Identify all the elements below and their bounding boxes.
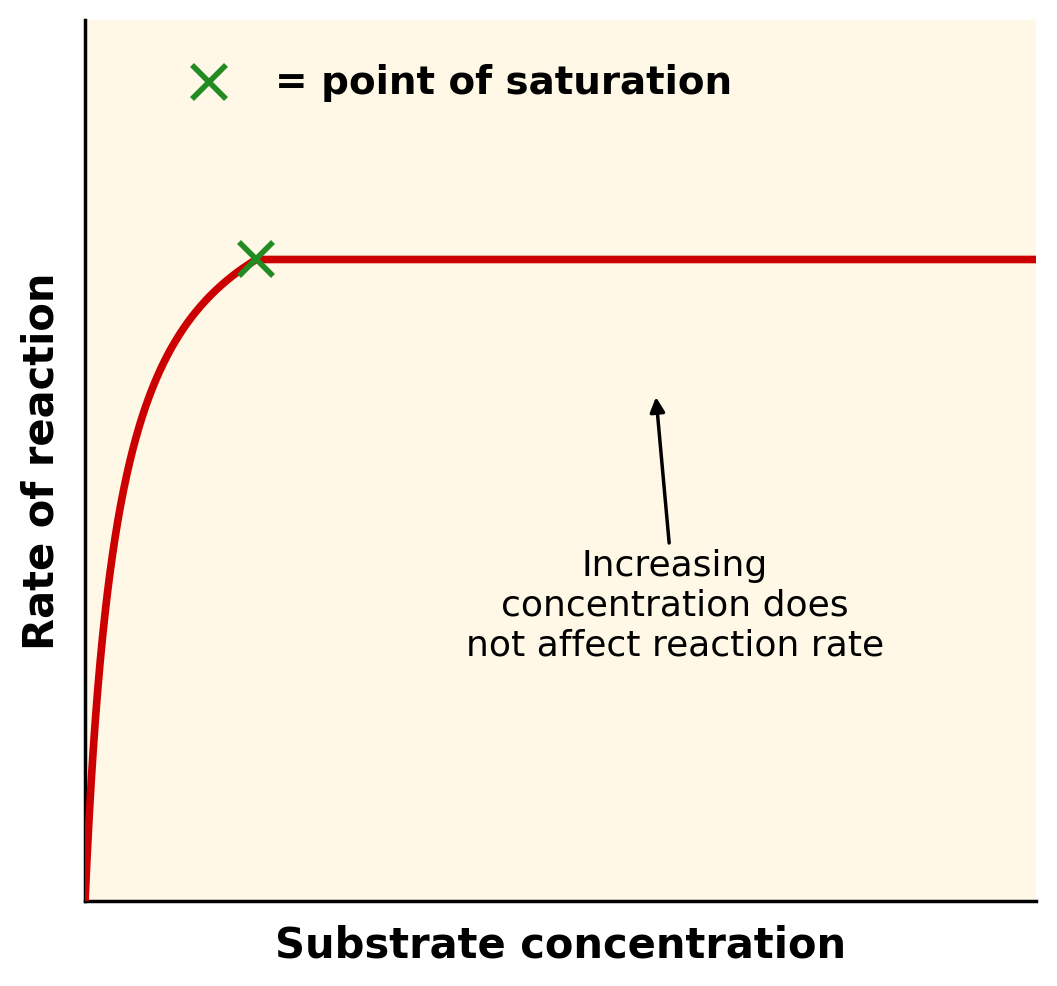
Y-axis label: Rate of reaction: Rate of reaction	[21, 272, 62, 650]
X-axis label: Substrate concentration: Substrate concentration	[275, 923, 847, 965]
Text: = point of saturation: = point of saturation	[275, 63, 733, 102]
Text: Increasing
concentration does
not affect reaction rate: Increasing concentration does not affect…	[466, 401, 884, 662]
